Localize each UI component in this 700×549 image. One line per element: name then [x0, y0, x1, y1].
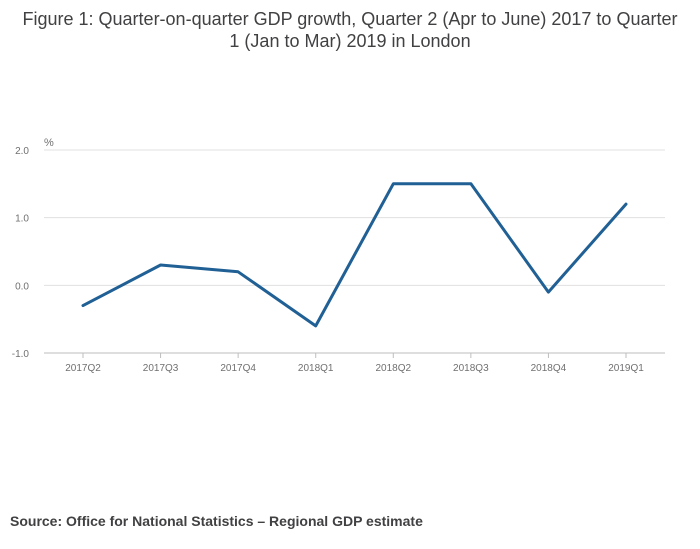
- x-tick-label: 2017Q4: [220, 363, 256, 374]
- x-tick-label: 2018Q3: [453, 363, 489, 374]
- y-axis-ticks: 2.0 1.0 0.0 -1.0: [12, 146, 30, 360]
- x-tick-label: 2018Q2: [375, 363, 411, 374]
- source-note: Source: Office for National Statistics –…: [10, 513, 423, 529]
- gridlines: [44, 149, 665, 286]
- x-axis-ticks: 2017Q2 2017Q3 2017Q4 2018Q1 2018Q2 2018Q3 2018…: [65, 353, 644, 374]
- y-tick-label: 0.0: [15, 281, 29, 292]
- x-tick-label: 2019Q1: [608, 363, 644, 374]
- chart-title: Figure 1: Quarter-on-quarter GDP growth,…: [22, 9, 678, 51]
- series-line: [81, 182, 628, 328]
- y-axis-unit-label: %: [44, 137, 54, 149]
- x-tick-label: 2017Q2: [65, 363, 101, 374]
- y-tick-label: 2.0: [15, 146, 29, 157]
- y-tick-label: -1.0: [12, 349, 30, 360]
- y-tick-label: 1.0: [15, 214, 29, 225]
- x-tick-label: 2018Q4: [531, 363, 567, 374]
- x-tick-label: 2018Q1: [298, 363, 334, 374]
- x-tick-label: 2017Q3: [143, 363, 179, 374]
